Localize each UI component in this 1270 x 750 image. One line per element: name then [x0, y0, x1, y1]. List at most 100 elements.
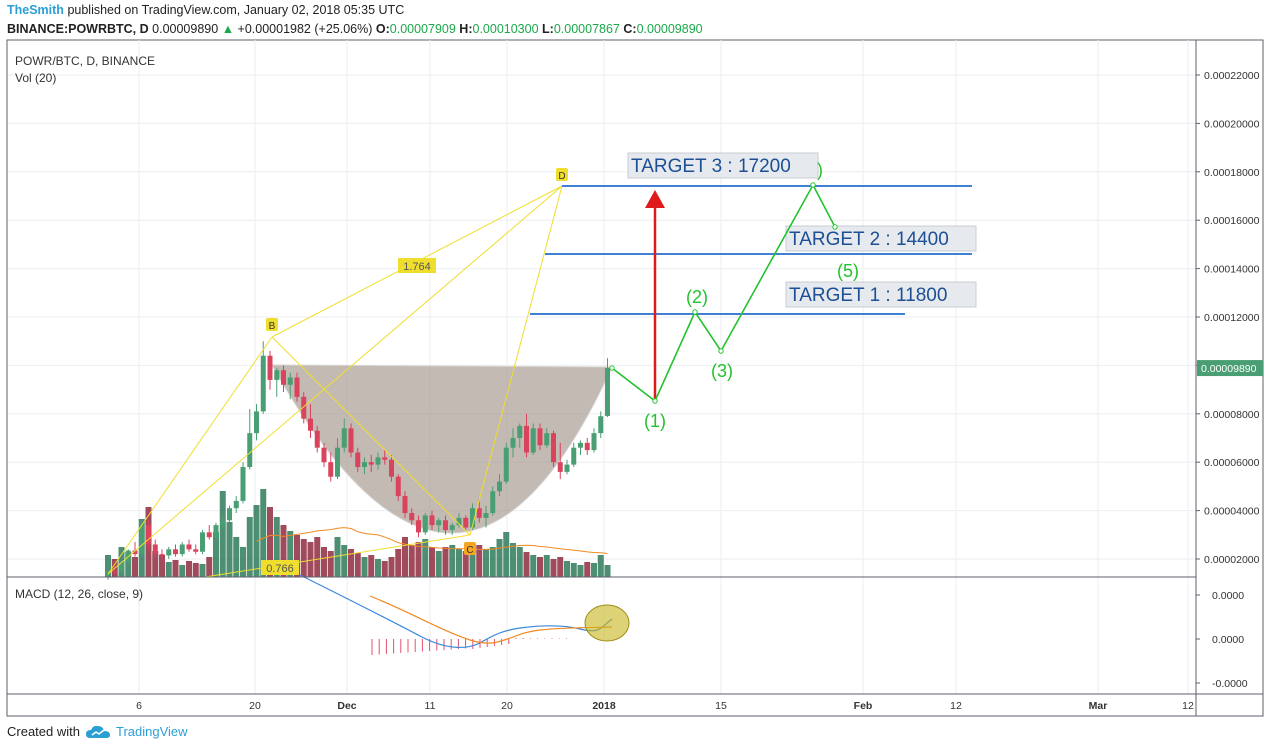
symbol-label: BINANCE:POWRBTC, D [7, 22, 149, 36]
wave-label: (2) [686, 287, 708, 307]
volume-bar [402, 537, 408, 577]
time-tick-label: 15 [715, 700, 727, 712]
candlesticks [105, 341, 610, 580]
target-box [785, 225, 977, 252]
candle-body [200, 532, 205, 552]
volume-bar [537, 557, 543, 577]
volume-bar [165, 562, 172, 577]
volume-bar [449, 545, 456, 577]
candle-body [159, 554, 165, 556]
candle-body [240, 467, 246, 501]
open-value: 0.00007909 [389, 22, 456, 36]
author-link[interactable]: TheSmith [7, 3, 64, 17]
point-badge [266, 318, 278, 331]
wave-node [810, 182, 816, 188]
harmonic-leg [469, 185, 563, 536]
ohlc-header: BINANCE:POWRBTC, D 0.00009890 ▲ +0.00001… [7, 22, 703, 36]
candle-body [213, 525, 219, 538]
ratio-label: 1.764 [403, 261, 431, 273]
volume-bar [523, 552, 530, 577]
candle-body [375, 457, 381, 465]
volume-bar [206, 557, 213, 577]
time-tick-label: 12 [1182, 700, 1194, 712]
volume-bar [354, 553, 361, 577]
volume-bar [476, 545, 483, 577]
candle-body [470, 508, 475, 528]
volume-bar [192, 563, 199, 577]
candle-body [578, 442, 583, 448]
volume-bar [368, 555, 375, 577]
candle-body [254, 411, 259, 434]
highlight-circle [584, 604, 630, 642]
ratio-badge [261, 560, 299, 575]
candle-body [395, 476, 401, 497]
candle-body [341, 428, 347, 448]
candle-body [260, 355, 266, 412]
ratio-badge [398, 258, 436, 273]
candle-body [274, 370, 280, 380]
candle-body [193, 549, 199, 552]
candle-body [287, 377, 293, 385]
wave-node [652, 398, 658, 404]
candle-body [314, 430, 320, 448]
grid-lines [8, 40, 1196, 694]
time-tick-label: Feb [854, 700, 873, 712]
current-price-tag [1197, 360, 1263, 377]
volume-bar [334, 537, 341, 577]
volume-bar [105, 555, 111, 577]
candle-body [301, 396, 307, 419]
tradingview-link[interactable]: TradingView [115, 724, 188, 739]
volume-bar [422, 539, 429, 577]
candle-body [173, 549, 178, 555]
volume-bar [287, 531, 294, 577]
candle-body [294, 377, 300, 397]
point-label: C [466, 545, 473, 556]
volume-bar [516, 547, 523, 577]
point-badge [464, 542, 476, 555]
volume-bar [388, 557, 395, 577]
volume-bar [125, 552, 132, 577]
candle-body [382, 457, 388, 460]
wave-label: (3) [711, 361, 733, 381]
price-tick-label: 0.00014000 [1204, 264, 1260, 276]
volume-bar [300, 539, 307, 577]
volume-label: Vol (20) [15, 71, 56, 85]
candle-body [449, 525, 455, 530]
candle-body [328, 462, 334, 477]
pane-title: POWR/BTC, D, BINANCE [15, 54, 155, 68]
volume-bar [408, 545, 415, 577]
volume-bar [577, 565, 584, 577]
high-label: H: [459, 22, 473, 36]
candle-body [416, 520, 421, 533]
candle-body [503, 447, 509, 482]
volume-bar [435, 551, 442, 577]
target-box [785, 281, 977, 308]
candle-body [409, 513, 415, 521]
footer: Created with TradingView [7, 724, 188, 739]
chart-frame [6, 39, 1264, 717]
volume-bar [395, 549, 402, 577]
candle-body [483, 513, 489, 518]
tradingview-cloud-icon [85, 725, 110, 738]
volume-bar [570, 563, 577, 577]
low-label: L: [542, 22, 554, 36]
candle-body [348, 428, 354, 453]
candle-body [490, 491, 496, 514]
volume-bar [415, 542, 422, 577]
macd-tick-label: -0.0000 [1212, 678, 1248, 690]
ratio-label: 0.766 [266, 563, 294, 575]
low-value: 0.00007867 [553, 22, 620, 36]
arrow-head [645, 190, 665, 208]
volume-bar [462, 551, 469, 577]
candle-body [429, 515, 435, 526]
macd-tick-label: 0.0000 [1212, 590, 1244, 602]
volume-bar [226, 522, 233, 577]
time-tick-label: 20 [501, 700, 513, 712]
volume-bar [503, 532, 510, 577]
volume-bar [267, 507, 273, 577]
volume-bar [172, 560, 179, 577]
volume-bar [199, 564, 206, 577]
candle-body [537, 428, 543, 446]
